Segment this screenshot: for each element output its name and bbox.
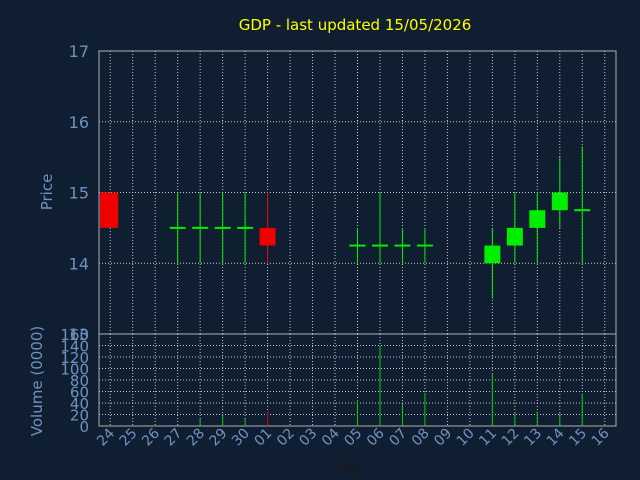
volume-bars	[177, 345, 583, 426]
candle-body	[394, 244, 411, 247]
price-candles	[100, 146, 591, 299]
candle-body	[506, 227, 523, 246]
volume-axis-label: Volume (0000)	[28, 326, 46, 436]
candle-body	[484, 245, 501, 264]
price-tick-label: 13	[69, 325, 89, 344]
price-tick-label: 17	[69, 42, 89, 61]
price-tick-label: 16	[69, 113, 89, 132]
x-axis-label: Day	[334, 460, 362, 476]
candle-body	[371, 244, 388, 247]
candle-body	[416, 244, 433, 247]
x-axis-ticks: 2425262728293001020304050607080910111213…	[94, 425, 612, 449]
volume-tick-label: 100	[60, 361, 89, 379]
candle-body	[169, 226, 186, 229]
candle-body	[214, 226, 231, 229]
volume-tick-label: 20	[70, 407, 89, 425]
candle-body	[192, 226, 209, 229]
candle-body	[237, 226, 254, 229]
price-panel: 13 14 15 16 17 Price	[38, 42, 617, 344]
price-tick-label: 15	[69, 184, 89, 203]
volume-tick-label: 0	[79, 418, 89, 436]
candle-body	[100, 192, 119, 228]
candle-body	[574, 209, 591, 212]
volume-tick-label: 120	[60, 349, 89, 367]
volume-tick-label: 140	[60, 338, 89, 356]
volume-tick-label: 160	[60, 326, 89, 344]
chart-title: GDP - last updated 15/05/2026	[239, 16, 472, 34]
price-tick-label: 14	[69, 254, 89, 273]
price-axis-label: Price	[38, 174, 56, 211]
volume-tick-label: 60	[70, 384, 89, 402]
candle-body	[259, 227, 276, 246]
candle-body	[529, 210, 546, 228]
volume-tick-label: 80	[70, 372, 89, 390]
candle-body	[551, 192, 568, 211]
price-y-ticks: 13 14 15 16 17	[69, 42, 89, 344]
volume-tick-label: 40	[70, 395, 89, 413]
candle-body	[349, 244, 366, 247]
